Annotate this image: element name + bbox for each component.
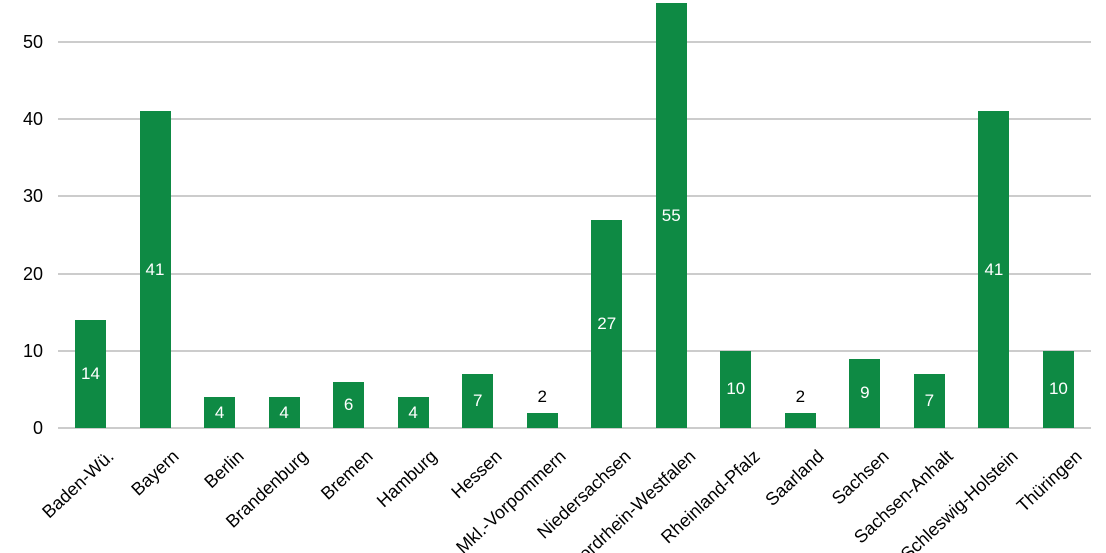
bar-value-label: 27: [597, 313, 617, 333]
x-axis-category-label: Schleswig-Holstein: [896, 446, 1022, 553]
bar-value-label: 41: [145, 259, 165, 279]
bar-brandenburg: [268, 397, 300, 428]
bar-value-label: 6: [343, 394, 354, 414]
bar-hessen: [462, 373, 494, 428]
bar-rheinland-pfalz: [720, 350, 752, 428]
gridline: [58, 118, 1091, 121]
bar-berlin: [204, 397, 236, 428]
bar-nordrhein-westfalen: [655, 3, 687, 428]
x-axis-category-label: Baden-Wü.: [38, 446, 119, 523]
x-axis-category-label: Hessen: [447, 446, 506, 503]
bar-schleswig-holstein: [978, 111, 1010, 428]
x-axis-category-label: Thüringen: [1013, 446, 1087, 516]
bar-sachsen-anhalt: [913, 373, 945, 428]
x-axis-category-label: Saarland: [761, 446, 828, 510]
bar-bremen: [333, 381, 365, 428]
bar-mkl-vorpommern: [526, 412, 558, 428]
bar-sachsen: [849, 358, 881, 428]
y-axis-tick-label: 10: [22, 340, 43, 361]
bar-bayern: [139, 111, 171, 428]
x-axis-category-label: Sachsen: [827, 446, 893, 509]
bar-th-ringen: [1042, 350, 1074, 428]
gridline: [58, 427, 1091, 429]
bar-saarland: [784, 412, 816, 428]
x-axis-category-label: Bayern: [127, 446, 183, 500]
bar-niedersachsen: [591, 219, 623, 428]
bar-value-label: 4: [214, 402, 225, 422]
gridline: [58, 272, 1091, 275]
x-axis-category-label: Berlin: [199, 446, 248, 493]
bar-value-label: 2: [795, 386, 806, 406]
bar-value-label: 4: [279, 402, 289, 422]
x-axis-category-label: Bremen: [316, 446, 377, 504]
y-axis-tick-label: 20: [22, 263, 43, 284]
gridline: [58, 195, 1091, 198]
y-axis-tick-label: 50: [22, 32, 43, 52]
y-axis-tick-label: 40: [22, 109, 43, 130]
gridline: [58, 41, 1091, 43]
bar-hamburg: [397, 397, 429, 428]
x-axis-category-label: Hamburg: [373, 446, 441, 512]
bar-value-label: 14: [81, 363, 100, 383]
bar-value-label: 41: [984, 259, 1004, 279]
y-axis-tick-label: 30: [22, 186, 43, 207]
bar-value-label: 7: [924, 390, 935, 410]
bar-value-label: 10: [726, 379, 746, 399]
bar-baden-w-: [75, 319, 106, 428]
bar-value-label: 2: [537, 386, 547, 406]
bar-value-label: 55: [661, 205, 681, 225]
bar-value-label: 7: [472, 390, 483, 410]
bar-value-label: 9: [860, 383, 870, 403]
gridline: [58, 349, 1091, 352]
y-axis-tick-label: 0: [32, 418, 43, 438]
bar-value-label: 10: [1048, 379, 1068, 399]
bar-value-label: 4: [408, 402, 418, 422]
